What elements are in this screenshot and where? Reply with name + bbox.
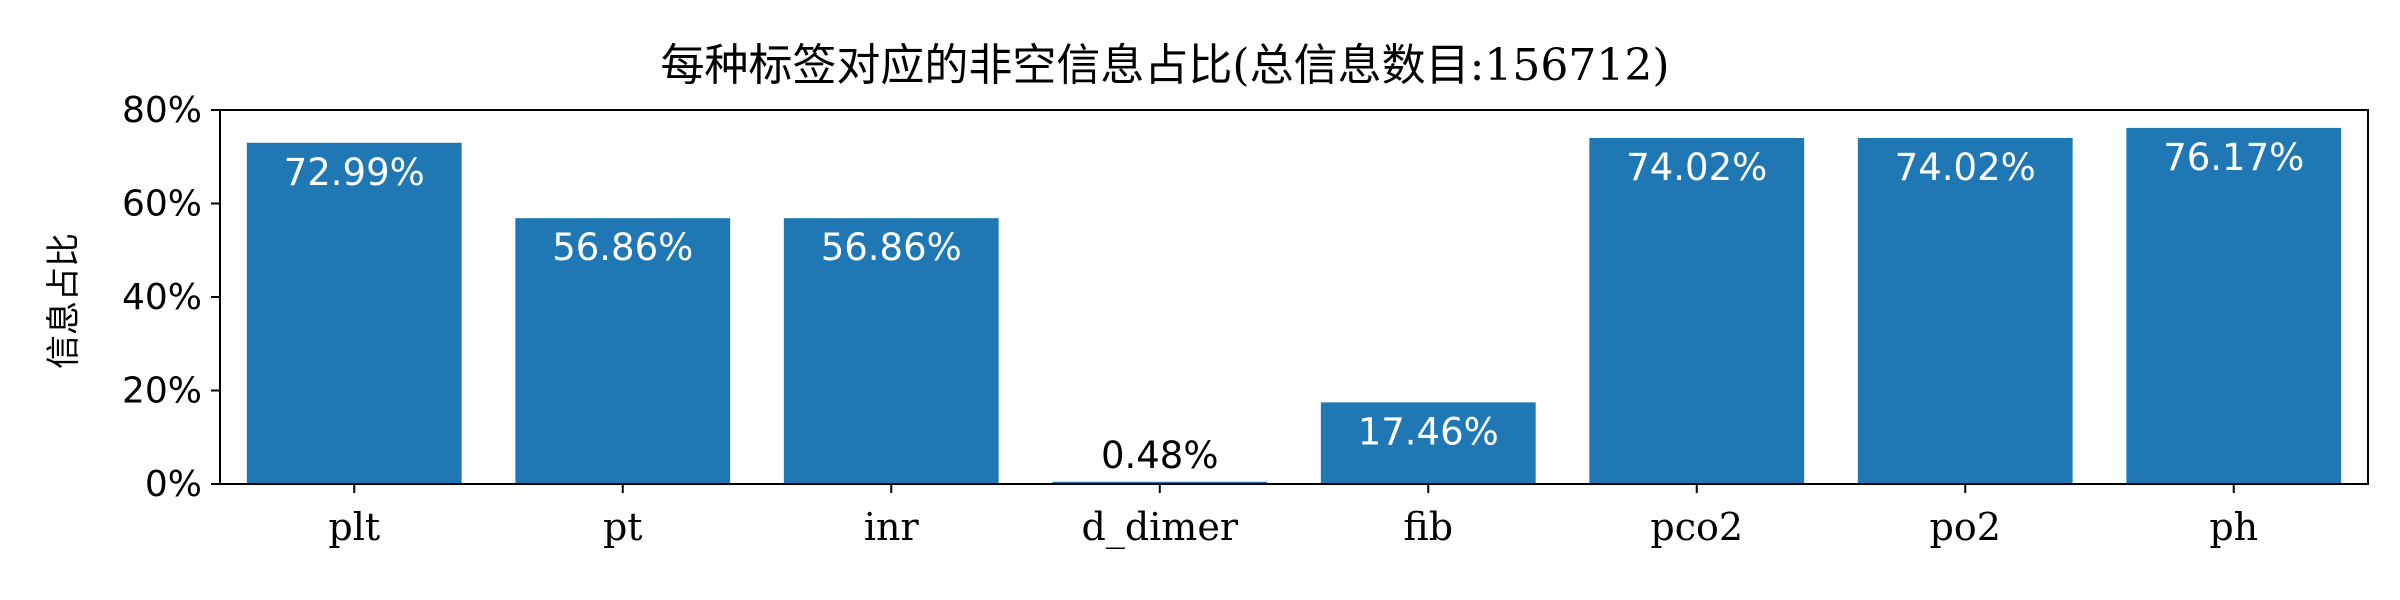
bar-value-label: 56.86% xyxy=(552,226,693,269)
x-tick-label: inr xyxy=(864,505,920,549)
bar-value-label: 72.99% xyxy=(284,151,425,194)
y-tick-label: 40% xyxy=(122,277,202,318)
y-tick-label: 80% xyxy=(122,90,202,131)
bar xyxy=(783,218,999,484)
axes-frame xyxy=(219,109,2369,485)
bar-value-label: 74.02% xyxy=(1895,146,2036,189)
bar-value-label: 0.48% xyxy=(1101,434,1219,477)
x-tick-label: po2 xyxy=(1930,505,2001,549)
bar-value-label: 56.86% xyxy=(821,226,962,269)
bar xyxy=(2126,127,2342,485)
bar xyxy=(1052,481,1268,484)
y-tick-label: 0% xyxy=(145,464,202,505)
x-tick-label: pco2 xyxy=(1650,505,1743,549)
y-axis-label: 信息占比 xyxy=(44,233,84,369)
bar xyxy=(1589,137,1805,485)
x-tick-label: plt xyxy=(328,505,380,549)
bar-value-label: 17.46% xyxy=(1358,410,1499,453)
x-tick-label: pt xyxy=(603,505,643,549)
x-tick-label: ph xyxy=(2209,505,2258,549)
x-tick-label: fib xyxy=(1403,505,1453,549)
bar xyxy=(515,218,731,484)
bar xyxy=(246,142,462,485)
y-axis: 0% 20% 40% 60% 80% xyxy=(122,90,220,505)
bar xyxy=(1320,402,1536,484)
bar xyxy=(1857,137,2073,485)
x-tick-label: d_dimer xyxy=(1082,505,1239,550)
y-tick-label: 60% xyxy=(122,184,202,225)
chart-title: 每种标签对应的非空信息占比(总信息数目:156712) xyxy=(660,40,1669,91)
bar-value-label: 76.17% xyxy=(2163,136,2304,179)
bar-value-label: 74.02% xyxy=(1626,146,1767,189)
y-tick-label: 20% xyxy=(122,371,202,412)
plot-area: 72.99% 56.86% 56.86% 0.48% 17.46% 74.02% 74.02… xyxy=(246,127,2342,485)
x-axis: plt pt inr d_dimer fib pco2 po2 ph xyxy=(328,484,2258,550)
